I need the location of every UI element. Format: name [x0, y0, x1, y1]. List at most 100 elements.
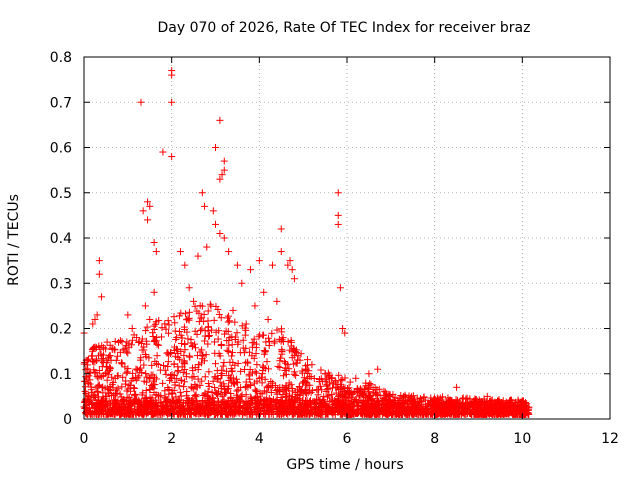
data-point — [284, 261, 292, 269]
data-point — [185, 352, 193, 360]
data-point — [220, 330, 228, 338]
data-point — [384, 405, 392, 413]
data-point — [224, 328, 232, 336]
data-point — [206, 300, 214, 308]
data-point — [169, 402, 177, 410]
data-point — [185, 314, 193, 322]
data-point — [349, 398, 357, 406]
data-point — [350, 401, 358, 409]
data-point — [290, 360, 298, 368]
data-point — [264, 403, 272, 411]
data-point — [288, 354, 296, 362]
data-point — [165, 329, 173, 337]
data-point — [81, 377, 89, 385]
data-point — [267, 378, 275, 386]
data-point — [374, 400, 382, 408]
data-point — [171, 378, 179, 386]
data-point — [88, 357, 96, 365]
grid-layer — [84, 57, 610, 419]
data-point — [253, 403, 261, 411]
data-point — [315, 375, 323, 383]
data-point — [152, 337, 160, 345]
data-point — [280, 386, 288, 394]
data-point — [338, 375, 346, 383]
data-point — [205, 399, 213, 407]
data-point — [83, 365, 91, 373]
data-point — [189, 367, 197, 375]
data-point — [97, 350, 105, 358]
data-point — [253, 361, 261, 369]
data-point — [212, 302, 220, 310]
data-point — [263, 388, 271, 396]
data-point — [223, 337, 231, 345]
data-point — [193, 330, 201, 338]
data-point — [98, 407, 106, 415]
data-point — [376, 409, 384, 417]
data-point — [177, 377, 185, 385]
data-point — [211, 384, 219, 392]
data-point — [125, 343, 133, 351]
data-point — [225, 248, 233, 256]
data-point — [209, 377, 217, 385]
data-point — [175, 382, 183, 390]
data-point — [191, 302, 199, 310]
data-point — [201, 357, 209, 365]
data-point — [481, 401, 489, 409]
data-point — [251, 302, 259, 310]
data-point — [112, 390, 120, 398]
data-point — [191, 344, 199, 352]
data-point — [336, 284, 344, 292]
data-point — [276, 404, 284, 412]
data-point — [111, 338, 119, 346]
data-point — [239, 336, 247, 344]
data-point — [122, 369, 130, 377]
data-point — [205, 382, 213, 390]
data-point — [150, 325, 158, 333]
data-point — [88, 345, 96, 353]
data-point — [359, 390, 367, 398]
data-point — [184, 335, 192, 343]
data-point — [201, 337, 209, 345]
data-point — [448, 402, 456, 410]
data-point — [297, 350, 305, 358]
data-point — [146, 315, 154, 323]
data-point — [272, 386, 280, 394]
data-point — [141, 351, 149, 359]
data-point — [142, 337, 150, 345]
data-point — [325, 391, 333, 399]
data-point — [303, 369, 311, 377]
data-point — [91, 409, 99, 417]
data-point — [233, 405, 241, 413]
data-point — [410, 402, 418, 410]
data-point — [152, 248, 160, 256]
data-point — [145, 354, 153, 362]
data-point — [452, 399, 460, 407]
data-point — [287, 381, 295, 389]
data-point — [509, 398, 517, 406]
data-point — [491, 403, 499, 411]
data-point — [149, 329, 157, 337]
data-point — [139, 207, 147, 215]
x-tick-label: 8 — [430, 431, 439, 447]
data-point — [101, 384, 109, 392]
data-point — [152, 408, 160, 416]
data-point — [273, 297, 281, 305]
data-point — [187, 336, 195, 344]
data-point — [203, 243, 211, 251]
data-point — [198, 377, 206, 385]
data-point — [263, 358, 271, 366]
data-point — [290, 406, 298, 414]
data-point — [228, 408, 236, 416]
data-point — [265, 341, 273, 349]
data-point — [510, 407, 518, 415]
data-point — [146, 386, 154, 394]
data-point — [408, 392, 416, 400]
data-point — [162, 370, 170, 378]
y-axis-label: ROTI / TECUs — [6, 194, 22, 286]
data-point — [352, 374, 360, 382]
data-point — [404, 398, 412, 406]
data-point — [429, 405, 437, 413]
data-point — [98, 373, 106, 381]
data-point — [191, 340, 199, 348]
data-point — [150, 239, 158, 247]
